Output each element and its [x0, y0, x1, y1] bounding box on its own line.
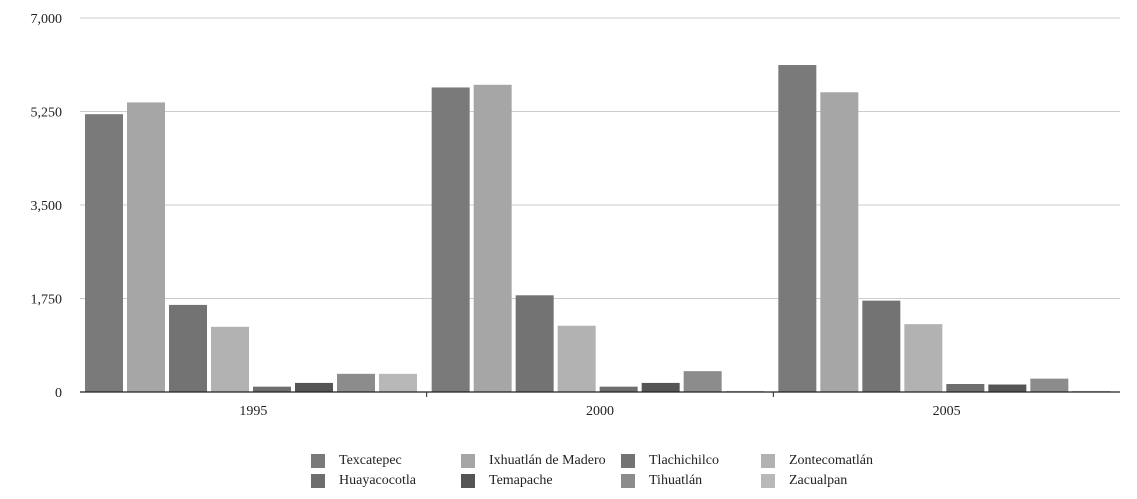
bar	[473, 84, 512, 393]
legend-item: Tlachichilco	[621, 452, 761, 470]
legend-item: Huayacocotla	[311, 472, 461, 490]
legend-swatch	[311, 474, 325, 488]
x-tick-label: 1995	[239, 404, 267, 419]
y-tick-label: 1,750	[31, 293, 63, 308]
legend-item: Zontecomatlán	[761, 452, 891, 470]
gridlines	[80, 17, 1120, 299]
bar	[904, 324, 943, 392]
legend-item: Ixhuatlán de Madero	[461, 452, 621, 470]
legend-swatch	[461, 474, 475, 488]
bar	[431, 87, 470, 392]
legend-label: Tihuatlán	[649, 473, 703, 488]
bar	[169, 304, 207, 392]
bar	[127, 102, 165, 392]
bar	[379, 373, 417, 392]
y-tick-label: 3,500	[31, 199, 63, 214]
legend-item: Temapache	[461, 472, 621, 490]
y-tick-label: 0	[55, 386, 62, 401]
bar	[988, 384, 1027, 392]
x-tick-label: 2005	[933, 404, 961, 419]
bar	[211, 326, 249, 392]
legend-label: Huayacocotla	[339, 473, 416, 488]
x-axis-tick-labels: 1995 2000 2005	[239, 404, 960, 419]
legend-item: Texcatepec	[311, 452, 461, 470]
bar	[820, 92, 859, 392]
legend-label: Tlachichilco	[649, 453, 719, 468]
legend-label: Ixhuatlán de Madero	[489, 453, 606, 468]
bars	[85, 65, 1111, 393]
legend-swatch	[311, 454, 325, 468]
legend-swatch	[621, 474, 635, 488]
bar	[641, 382, 680, 392]
legend-swatch	[761, 474, 775, 488]
bar	[1030, 378, 1069, 392]
bar	[253, 386, 291, 392]
legend-swatch	[621, 454, 635, 468]
y-tick-label: 7,000	[31, 12, 63, 27]
bar	[599, 386, 638, 392]
legend-label: Zacualpan	[789, 473, 848, 488]
bar	[295, 382, 333, 392]
legend-label: Zontecomatlán	[789, 453, 873, 468]
bar	[778, 65, 817, 392]
y-tick-label: 5,250	[31, 106, 63, 121]
legend: Texcatepec Ixhuatlán de Madero Tlachichilc…	[311, 452, 891, 490]
bar	[85, 114, 123, 393]
legend-item: Tihuatlán	[621, 472, 761, 490]
bar	[946, 383, 985, 392]
bar	[557, 325, 596, 392]
legend-swatch	[761, 454, 775, 468]
bar	[515, 295, 554, 392]
legend-label: Temapache	[489, 473, 553, 488]
y-axis-tick-labels: 0 1,750 3,500 5,250 7,000	[31, 12, 63, 401]
x-tick-label: 2000	[586, 404, 614, 419]
bar	[683, 371, 722, 392]
legend-item: Zacualpan	[761, 472, 891, 490]
bar	[862, 300, 901, 392]
legend-label: Texcatepec	[339, 453, 402, 468]
bar	[337, 373, 375, 392]
legend-swatch	[461, 454, 475, 468]
x-axis	[80, 391, 1120, 397]
bar-chart-plot: 0 1,750 3,500 5,250 7,000 1995 2000 2005	[31, 12, 1120, 419]
